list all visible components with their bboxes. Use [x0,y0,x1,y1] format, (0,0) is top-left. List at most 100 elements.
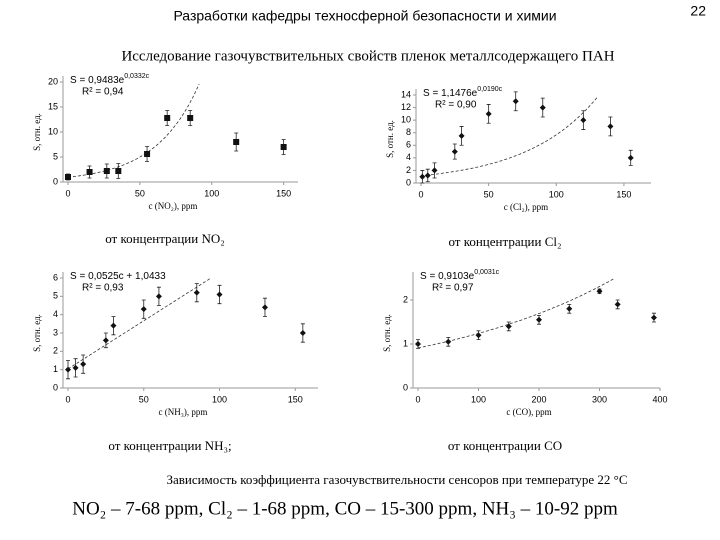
point [431,167,438,174]
point [155,293,162,300]
y-tick-label: 10 [401,115,411,125]
trend-line [67,277,211,370]
point [80,361,87,368]
point [102,337,109,344]
x-tick-label: 200 [531,394,546,404]
equation: S = 0,9483e0,0332c [70,73,150,86]
point [505,323,512,330]
point [539,104,546,111]
y-axis-label: S, отн. ед. [382,314,392,352]
y-tick-label: 0 [406,177,411,187]
y-tick-label: 6 [53,272,58,282]
y-tick-label: 2 [403,294,408,304]
x-tick-label: 150 [616,189,631,199]
point [299,330,306,336]
point [475,332,482,339]
y-axis-label: S, отн. ед. [32,314,42,352]
point [424,172,431,179]
trend-line [417,278,615,349]
point [485,110,492,117]
x-tick-label: 50 [484,189,494,199]
r-squared: R² = 0,94 [82,87,124,98]
page-number: 22 [690,3,706,19]
x-tick-label: 0 [65,394,70,404]
equation: S = 1,1476e0,0190c [423,86,503,99]
point [280,144,287,150]
x-tick-label: 300 [592,394,607,404]
y-tick-label: 0 [403,382,408,392]
point [65,174,71,180]
x-tick-label: 0 [415,394,420,404]
equation-text: S = 0,9483e [70,75,125,86]
point [596,288,603,295]
point [580,117,587,124]
r-squared: R² = 0,93 [82,283,124,294]
y-tick-label: 3 [53,327,58,337]
point [415,341,421,347]
y-tick-label: 0 [53,382,58,392]
point [566,305,573,312]
equation-exponent: 0,0332c [124,73,149,80]
point [445,338,452,345]
x-tick-label: 100 [204,188,219,198]
point [140,306,147,313]
x-tick-label: 400 [652,394,667,404]
point [627,154,634,161]
equation-exponent: 0,0031c [474,269,499,276]
x-tick-label: 100 [471,394,486,404]
point [86,169,93,175]
x-tick-label: 150 [276,188,291,198]
chart-caption: от концентрации Cl₂ [448,234,561,249]
x-tick-label: 100 [549,189,564,199]
chart-caption: от концентрации CO [448,438,562,453]
x-tick-label: 0 [65,188,70,198]
caption: Зависимость коэффициента газочувствитель… [166,472,627,487]
point [233,139,240,145]
y-tick-label: 8 [406,127,411,137]
y-tick-label: 15 [48,101,58,111]
x-tick-label: 50 [139,394,149,404]
point [261,304,268,311]
y-axis-label: S, отн. ед. [32,113,42,151]
x-tick-label: 150 [288,394,303,404]
r-squared: R² = 0,97 [432,283,474,294]
ranges: NO₂ – 7-68 ppm, Cl₂ – 1-68 ppm, CO – 15-… [72,498,618,519]
equation-text: S = 0,0525c + 1,0433 [70,271,166,282]
y-tick-label: 1 [53,364,58,374]
point [458,132,465,139]
y-tick-label: 14 [401,89,411,99]
point [536,316,542,323]
point [103,168,110,174]
point [607,123,614,130]
point [115,168,122,174]
y-tick-label: 6 [406,140,411,150]
trend-line [67,83,200,178]
y-tick-label: 5 [53,151,58,161]
point [72,364,79,371]
point [164,115,171,121]
chart-caption: от концентрации NH₃; [108,438,231,453]
point [419,173,426,180]
slide-title: Разработки кафедры техносферной безопасн… [173,8,556,24]
equation-exponent: 0,0190c [477,86,502,93]
point [451,148,458,155]
y-tick-label: 12 [401,102,411,112]
x-axis-label: c (NH₃), ppm [159,407,208,417]
point [614,301,621,308]
trend-line [420,95,599,177]
y-tick-label: 4 [53,309,58,319]
chart-caption: от концентрации NO₂ [105,231,225,246]
y-tick-label: 0 [53,176,58,186]
equation-text: S = 1,1476e [423,88,478,99]
point [65,366,71,373]
equation: S = 0,9103e0,0031c [420,269,500,282]
y-tick-label: 5 [53,291,58,301]
equation-text: S = 0,9103e [420,271,475,282]
point [110,322,117,329]
point [187,115,194,121]
y-axis-label: S, отн. ед. [385,120,395,158]
y-tick-label: 20 [48,76,58,86]
x-axis-label: c (NO₂), ppm [149,201,198,211]
x-axis-label: c (Cl₂), ppm [504,202,548,212]
x-tick-label: 0 [418,189,423,199]
